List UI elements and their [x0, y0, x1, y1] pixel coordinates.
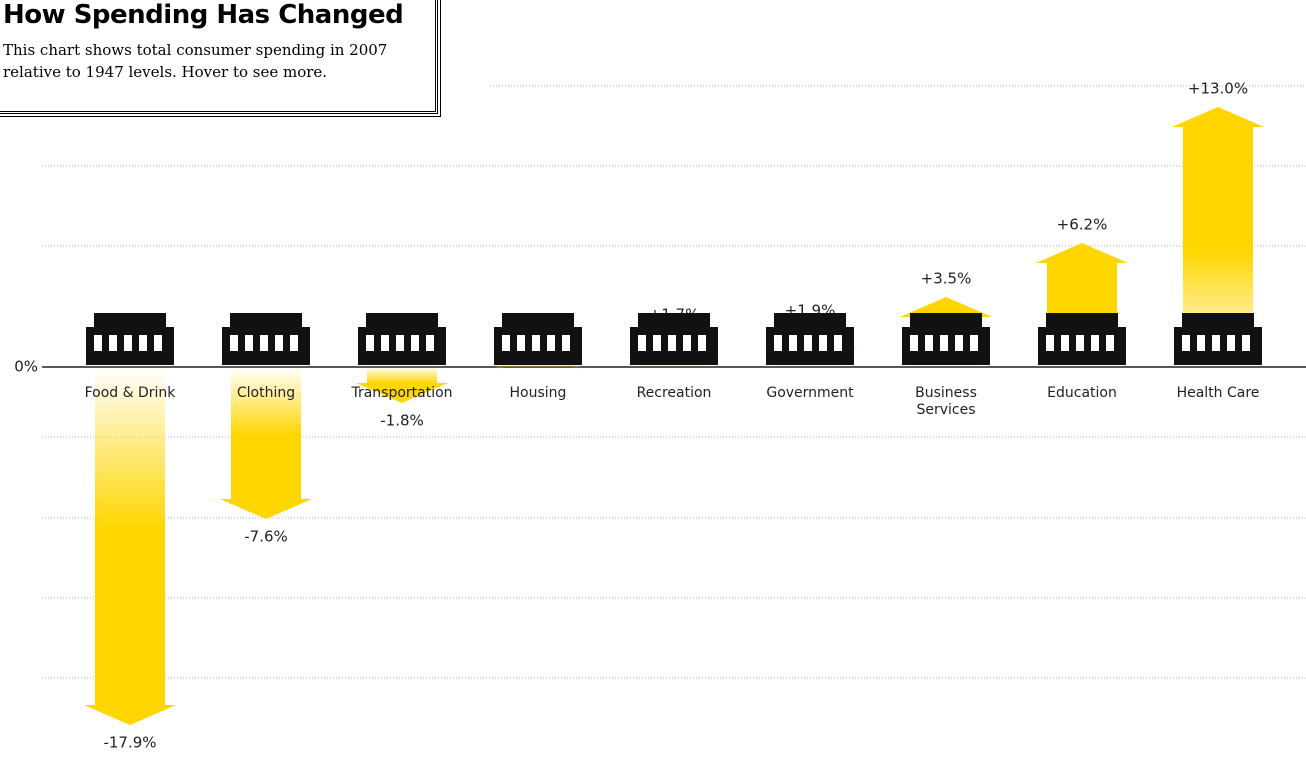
icon-window: [381, 335, 389, 351]
icon-roof: [366, 313, 438, 327]
category-icon: [766, 313, 854, 365]
value-label: +3.5%: [921, 270, 972, 288]
icon-window: [411, 335, 419, 351]
value-label: -7.6%: [244, 528, 288, 546]
category-icon: [1038, 313, 1126, 365]
icon-window: [426, 335, 434, 351]
x-tick-label: Clothing: [236, 385, 296, 401]
value-label: -17.9%: [103, 734, 156, 752]
chart-title: How Spending Has Changed: [3, 0, 404, 30]
icon-window: [819, 335, 827, 351]
icon-window: [1227, 335, 1235, 351]
category-icon: [902, 313, 990, 365]
icon-roof: [910, 313, 982, 327]
icon-window: [1197, 335, 1205, 351]
icon-window: [1091, 335, 1099, 351]
x-tick-label: Business Services: [915, 385, 977, 418]
value-label: -1.8%: [380, 412, 424, 430]
icon-window: [698, 335, 706, 351]
icon-window: [940, 335, 948, 351]
icon-window: [260, 335, 268, 351]
x-tick-label: Health Care: [1176, 385, 1260, 401]
icon-roof: [774, 313, 846, 327]
icon-window: [789, 335, 797, 351]
icon-roof: [230, 313, 302, 327]
icon-window: [275, 335, 283, 351]
icon-roof: [1182, 313, 1254, 327]
icon-window: [245, 335, 253, 351]
value-label: +13.0%: [1188, 80, 1248, 98]
icon-window: [668, 335, 676, 351]
category-icon: [358, 313, 446, 365]
icon-window: [124, 335, 132, 351]
icon-window: [774, 335, 782, 351]
icon-window: [1106, 335, 1114, 351]
icon-roof: [502, 313, 574, 327]
icon-window: [1076, 335, 1084, 351]
x-tick-label: Recreation: [636, 385, 712, 401]
icon-window: [154, 335, 162, 351]
y-tick-label: 0%: [14, 358, 38, 376]
icon-window: [955, 335, 963, 351]
x-tick-label: Transportation: [351, 385, 453, 401]
title-box: How Spending Has Changed This chart show…: [0, 0, 441, 117]
arrow: [1172, 107, 1264, 367]
icon-window: [910, 335, 918, 351]
icon-window: [1242, 335, 1250, 351]
icon-window: [834, 335, 842, 351]
icon-window: [230, 335, 238, 351]
icon-window: [1046, 335, 1054, 351]
arrow: [356, 367, 448, 403]
category-icon: [86, 313, 174, 365]
icon-window: [396, 335, 404, 351]
icon-roof: [94, 313, 166, 327]
icon-window: [638, 335, 646, 351]
category-icon: [494, 313, 582, 365]
icon-window: [502, 335, 510, 351]
x-tick-label: Housing: [509, 385, 567, 401]
x-tick-label: Government: [766, 385, 854, 401]
icon-window: [517, 335, 525, 351]
icon-window: [532, 335, 540, 351]
icon-roof: [638, 313, 710, 327]
icon-window: [94, 335, 102, 351]
icon-window: [109, 335, 117, 351]
icon-window: [547, 335, 555, 351]
icon-window: [970, 335, 978, 351]
icon-window: [1212, 335, 1220, 351]
icon-window: [139, 335, 147, 351]
value-label: +6.2%: [1057, 216, 1108, 234]
icon-window: [925, 335, 933, 351]
arrow: [84, 367, 176, 725]
arrow: [220, 367, 312, 519]
icon-roof: [1046, 313, 1118, 327]
category-icon: [630, 313, 718, 365]
x-tick-label: Education: [1047, 385, 1117, 401]
icon-window: [366, 335, 374, 351]
icon-window: [562, 335, 570, 351]
icon-window: [804, 335, 812, 351]
icon-window: [683, 335, 691, 351]
category-icon: [1174, 313, 1262, 365]
icon-window: [653, 335, 661, 351]
icon-window: [1061, 335, 1069, 351]
chart-subtitle: This chart shows total consumer spending…: [3, 41, 388, 81]
icon-window: [290, 335, 298, 351]
category-icon: [222, 313, 310, 365]
icon-window: [1182, 335, 1190, 351]
x-tick-label: Food & Drink: [84, 385, 176, 401]
